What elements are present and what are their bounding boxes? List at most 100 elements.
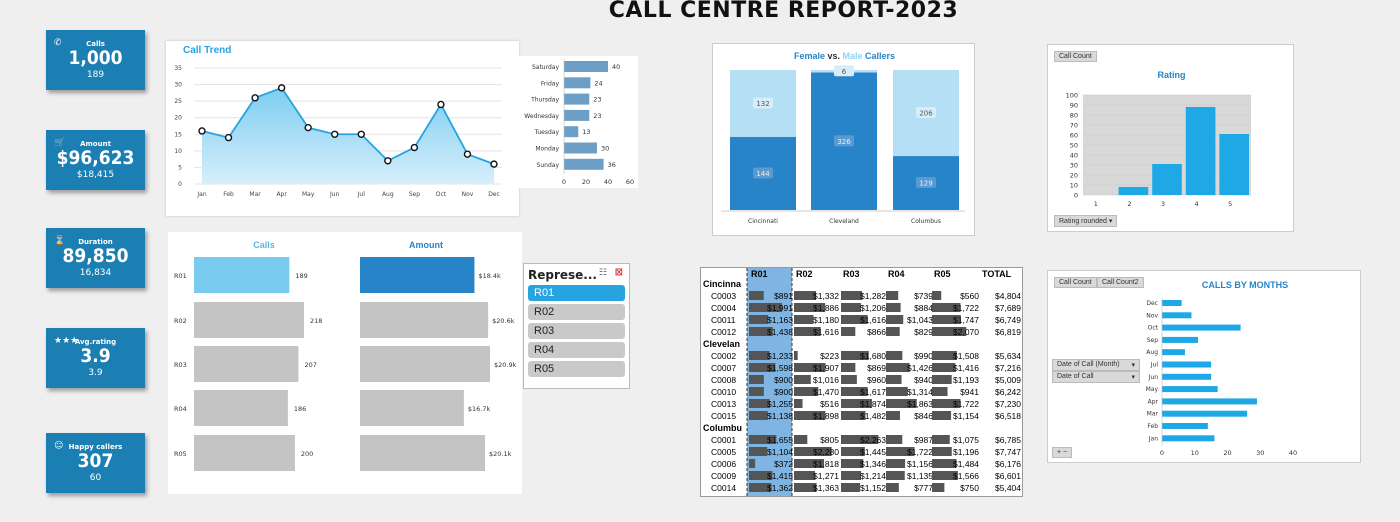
- pivot-databar: [932, 435, 950, 444]
- pivot-databar: [794, 435, 808, 444]
- pivot-column-header: R05: [934, 269, 951, 279]
- pivot-cell: $891: [774, 291, 793, 301]
- pivot-total-cell: $4,804: [995, 291, 1021, 301]
- pivot-cell: $1,156: [907, 459, 933, 469]
- pivot-databar: [932, 327, 967, 336]
- month-bar: [1162, 300, 1182, 306]
- pivot-cell: $1,907: [813, 363, 839, 373]
- month-x-tick: 20: [1223, 449, 1231, 457]
- rep-label: R02: [174, 317, 187, 325]
- rating-x-tick: 5: [1228, 200, 1232, 208]
- pivot-row-label: C0001: [711, 435, 736, 445]
- slicer-item-r03[interactable]: R03: [528, 323, 625, 339]
- pivot-databar: [886, 303, 901, 312]
- multi-select-icon[interactable]: ☷: [598, 268, 607, 278]
- date-filter[interactable]: Date of Call ▾: [1052, 371, 1140, 383]
- rating-x-tick: 4: [1195, 200, 1199, 208]
- pivot-table: R01 R02 R03 R04 R05 TOTAL Cincinna C0003 $891 $1,…: [700, 267, 1023, 497]
- pivot-cell: $1,135: [907, 471, 933, 481]
- clear-filter-icon[interactable]: ⊠: [614, 267, 623, 278]
- pivot-databar: [841, 399, 872, 408]
- pivot-cell: $1,016: [813, 375, 839, 385]
- rating-x-tick: 3: [1161, 200, 1165, 208]
- y-tick-label: 0: [178, 181, 182, 188]
- pivot-cell: $777: [914, 483, 933, 493]
- trend-point: [357, 130, 365, 138]
- pivot-databar: [886, 351, 903, 360]
- slicer-item-r02[interactable]: R02: [528, 304, 625, 320]
- pivot-databar: [841, 327, 856, 336]
- pivot-cell: $1,233: [767, 351, 793, 361]
- rep-calls-value: 186: [294, 405, 306, 413]
- trend-point: [463, 150, 472, 158]
- rep-calls-value: 200: [301, 450, 313, 458]
- call-count-button-1[interactable]: Call Count: [1054, 277, 1097, 288]
- pivot-databar: [932, 363, 956, 372]
- kpi-label: Calls: [86, 40, 105, 48]
- month-label: May: [1146, 386, 1159, 393]
- month-label: Jun: [1148, 374, 1159, 381]
- rep-label: R04: [174, 405, 187, 413]
- expand-collapse-buttons[interactable]: + −: [1052, 447, 1073, 458]
- pivot-databar: [841, 483, 861, 492]
- pivot-databar: [886, 459, 906, 468]
- kpi-card-happy-callers: ☺ Happy callers 307 60: [46, 433, 145, 493]
- rep-label: R01: [174, 272, 187, 280]
- pivot-databar: [794, 447, 832, 456]
- pivot-databar: [932, 459, 957, 468]
- kpi-label: Duration: [78, 238, 113, 246]
- rating-title: Rating: [1157, 70, 1186, 80]
- rating-y-tick: 70: [1070, 122, 1078, 130]
- by-months-title: CALLS BY MONTHS: [1201, 280, 1289, 290]
- rating-bar: [1219, 134, 1249, 195]
- pivot-databar: [932, 315, 961, 324]
- slicer-header: Represe... ☷ ⊠: [528, 267, 623, 282]
- call-trend-title: Call Trend: [183, 45, 232, 56]
- pivot-cell: $1,616: [860, 315, 886, 325]
- pivot-cell: $223: [820, 351, 839, 361]
- slicer-item-r01[interactable]: R01: [528, 285, 625, 301]
- pivot-databar: [932, 447, 952, 456]
- pivot-cell: $1,655: [767, 435, 793, 445]
- rep-chart: R01 189 $18.4k R02 218 $20.6k R03 207 $20.9k R04 1…: [174, 257, 517, 471]
- call-count-button-2[interactable]: Call Count2: [1097, 277, 1144, 288]
- x-tick-label: Aug: [382, 191, 394, 198]
- pivot-cell: $1,196: [953, 447, 979, 457]
- slicer-item-r05[interactable]: R05: [528, 361, 625, 377]
- y-tick-label: 35: [174, 65, 182, 72]
- rating-y-tick: 0: [1074, 192, 1078, 200]
- hourglass-icon: ⌛: [54, 236, 66, 246]
- trend-point: [198, 127, 206, 135]
- month-label: Oct: [1148, 325, 1159, 332]
- pivot-databar: [841, 315, 868, 324]
- trend-point: [277, 84, 286, 92]
- pivot-cell: $1,180: [813, 315, 839, 325]
- month-bar: [1162, 361, 1212, 368]
- pivot-databar: [932, 399, 961, 408]
- month-bar: [1162, 336, 1199, 343]
- representative-slicer: Represe... ☷ ⊠ R01 R02 R03 R04 R05: [523, 263, 630, 389]
- pivot-cell: $1,863: [907, 399, 933, 409]
- kpi-value: 3.9: [80, 345, 111, 367]
- male-value: 6: [842, 68, 847, 76]
- kpi-card-calls: ✆ Calls 1,000 189: [46, 30, 145, 90]
- call-count-button[interactable]: Call Count: [1054, 51, 1097, 62]
- month-label: Dec: [1146, 300, 1158, 307]
- month-label: Jul: [1150, 362, 1159, 369]
- pivot-cell: $805: [820, 435, 839, 445]
- rating-bar: [1118, 187, 1149, 195]
- pivot-databar: [749, 291, 764, 300]
- rep-label: R03: [174, 361, 187, 369]
- pivot-databar: [841, 303, 861, 312]
- pivot-databar: [749, 399, 770, 408]
- pivot-cell: $990: [914, 351, 933, 361]
- slicer-item-r04[interactable]: R04: [528, 342, 625, 358]
- date-month-filter[interactable]: Date of Call (Month) ▾: [1052, 359, 1140, 371]
- pivot-row-label: C0006: [711, 459, 736, 469]
- month-label: Mar: [1147, 411, 1159, 418]
- rating-filter-button[interactable]: Rating rounded ▾: [1054, 215, 1118, 227]
- pivot-cell: $1,426: [907, 363, 933, 373]
- month-bar: [1162, 324, 1241, 331]
- pivot-cell: $372: [774, 459, 793, 469]
